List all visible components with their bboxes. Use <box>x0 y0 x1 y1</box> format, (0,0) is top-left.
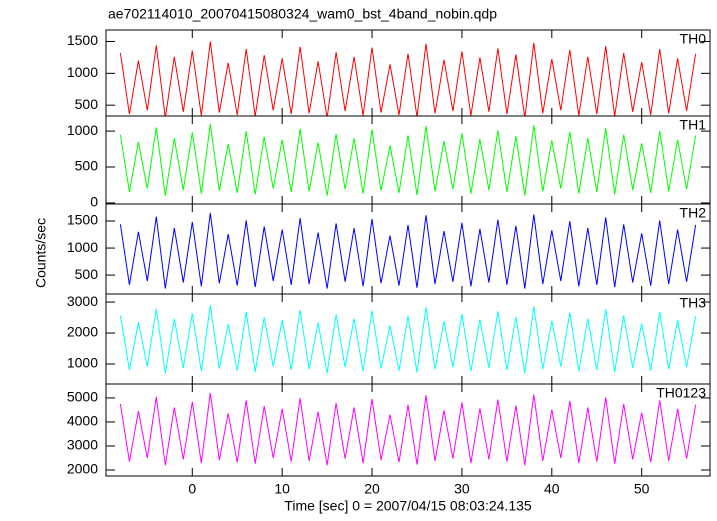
series-line <box>119 305 697 374</box>
x-tick-label: 50 <box>634 481 650 497</box>
x-tick-label: 10 <box>274 481 290 497</box>
y-tick-label: 500 <box>75 158 99 174</box>
plot-area <box>119 393 697 466</box>
y-tick-label: 500 <box>75 96 99 112</box>
series-label: TH0123 <box>656 385 706 401</box>
y-axis-label: Counts/sec <box>33 218 49 288</box>
y-tick-label: 2000 <box>67 324 98 340</box>
y-tick-label: 500 <box>75 266 99 282</box>
chart-title: ae702114010_20070415080324_wam0_bst_4ban… <box>108 6 497 22</box>
y-tick-label: 5000 <box>67 389 98 405</box>
series-label: TH1 <box>680 117 707 133</box>
x-tick-label: 20 <box>364 481 380 497</box>
y-tick-label: 1000 <box>67 239 98 255</box>
y-tick-label: 4000 <box>67 413 98 429</box>
series-label: TH0 <box>680 31 707 47</box>
x-tick-label: 40 <box>544 481 560 497</box>
y-tick-label: 3000 <box>67 437 98 453</box>
plot-area <box>119 212 697 289</box>
series-label: TH2 <box>680 205 707 221</box>
x-tick-label: 30 <box>454 481 470 497</box>
y-tick-label: 1500 <box>67 32 98 48</box>
y-tick-label: 1000 <box>67 122 98 138</box>
series-line <box>119 123 697 196</box>
x-tick-label: 0 <box>188 481 196 497</box>
series-line <box>119 393 697 466</box>
y-tick-label: 1000 <box>67 355 98 371</box>
plot-area <box>119 123 697 196</box>
plot-area <box>119 41 697 116</box>
x-axis-label: Time [sec] 0 = 2007/04/15 08:03:24.135 <box>284 498 532 514</box>
y-tick-label: 2000 <box>67 461 98 477</box>
panel-frame <box>105 29 711 117</box>
y-tick-label: 0 <box>90 194 98 210</box>
y-tick-label: 1500 <box>67 212 98 228</box>
series-label: TH3 <box>680 295 707 311</box>
panel-frame <box>105 203 711 295</box>
series-line <box>119 41 697 116</box>
plot-area <box>119 305 697 374</box>
y-tick-label: 1000 <box>67 64 98 80</box>
panel-frame <box>105 383 711 477</box>
y-tick-label: 3000 <box>67 293 98 309</box>
series-line <box>119 212 697 289</box>
